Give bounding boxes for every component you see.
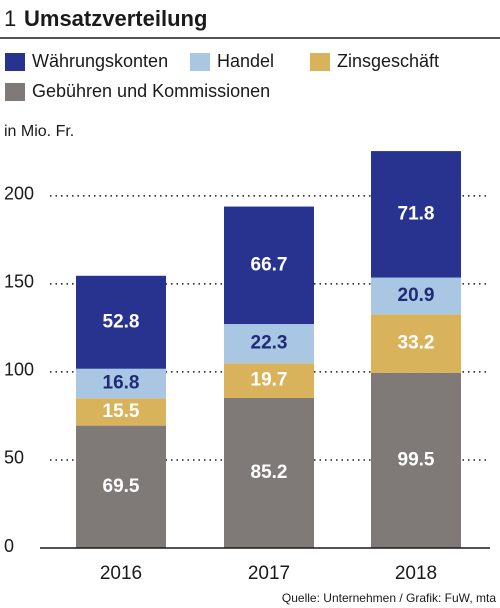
bar-segment [371, 151, 461, 278]
data-label: 52.8 [103, 311, 140, 332]
legend-swatch [310, 53, 330, 71]
legend-label: Handel [217, 51, 274, 71]
bar-segment [371, 314, 461, 373]
data-label: 71.8 [398, 203, 435, 224]
bar-segment [371, 277, 461, 315]
y-tick-label: 100 [4, 360, 34, 380]
y-tick-label: 200 [4, 184, 34, 204]
data-label: 20.9 [398, 285, 435, 306]
x-tick-label: 2018 [395, 563, 437, 584]
legend-label: Währungskonten [32, 51, 168, 71]
data-label: 15.5 [103, 401, 140, 422]
data-label: 66.7 [251, 254, 288, 275]
legend-label: Gebühren und Kommissionen [32, 81, 270, 101]
chart-number: 1 [4, 6, 16, 31]
bar-segment [224, 206, 314, 325]
bar-segment [76, 275, 166, 369]
y-tick-label: 50 [4, 448, 24, 468]
data-label: 33.2 [398, 333, 435, 354]
data-label: 69.5 [103, 476, 140, 497]
legend-swatch [5, 83, 25, 101]
y-tick-label: 150 [4, 272, 34, 292]
x-tick-label: 2017 [248, 563, 290, 584]
bar-segment [224, 363, 314, 398]
data-label: 16.8 [103, 373, 140, 394]
source: Quelle: Unternehmen / Grafik: FuW, mta [282, 591, 496, 605]
bar-segment [224, 397, 314, 548]
legend-swatch [5, 53, 25, 71]
data-label: 85.2 [251, 462, 288, 483]
bar-segment [224, 324, 314, 364]
data-label: 22.3 [251, 333, 288, 354]
bar-segment [371, 372, 461, 548]
chart-title: Umsatzverteilung [24, 6, 207, 31]
data-label: 99.5 [398, 449, 435, 470]
y-tick-label: 0 [4, 536, 14, 556]
bar-segment [76, 398, 166, 426]
bar-segment [76, 425, 166, 548]
data-label: 19.7 [251, 370, 288, 391]
bar-segment [76, 368, 166, 399]
x-tick-label: 2016 [100, 563, 142, 584]
legend-swatch [190, 53, 210, 71]
legend-label: Zinsgeschäft [337, 51, 439, 71]
y-axis-label: in Mio. Fr. [4, 123, 74, 140]
